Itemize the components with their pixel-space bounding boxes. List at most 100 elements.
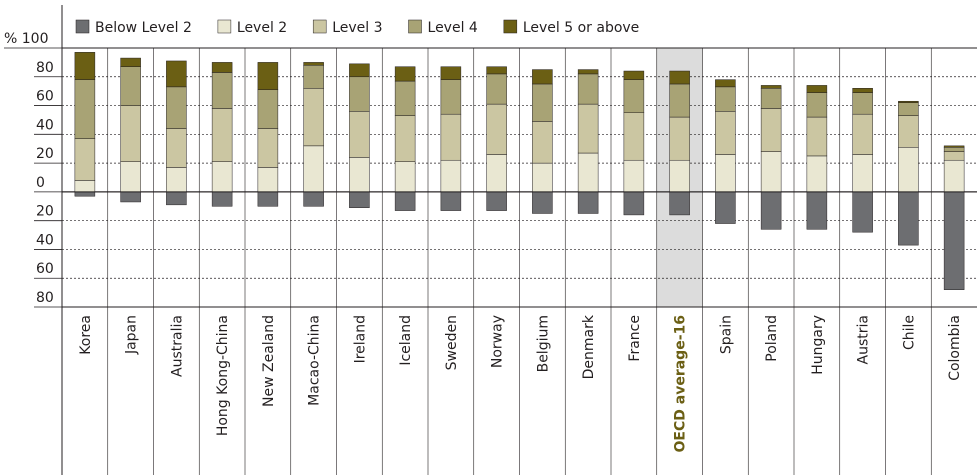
bar-segment	[669, 159, 690, 193]
bar-segment	[257, 128, 279, 168]
bar-segment	[120, 105, 141, 162]
bar-segment	[532, 83, 553, 122]
bar-segment	[303, 191, 324, 207]
bar-segment	[577, 69, 599, 75]
bar-segment	[486, 154, 507, 193]
bar-segment	[943, 159, 965, 193]
bar-segment	[577, 103, 599, 154]
bar-segment	[669, 70, 690, 85]
bar-segment	[577, 152, 599, 193]
x-tick-label: Hong Kong-China	[215, 315, 231, 436]
bar-segment	[898, 115, 919, 148]
x-tick-label: Australia	[169, 315, 185, 377]
bar-segment	[577, 73, 599, 105]
bar-segment	[852, 92, 873, 115]
bar-segment	[532, 162, 553, 193]
bar-segment	[440, 113, 462, 161]
bar-segment	[120, 66, 141, 106]
legend-label: Below Level 2	[95, 20, 192, 36]
bar-segment	[943, 191, 965, 290]
bar-segment	[669, 116, 690, 161]
bar-segment	[669, 83, 690, 118]
bar-segment	[486, 66, 507, 75]
bar-segment	[120, 57, 141, 67]
bar-segment	[74, 191, 96, 197]
bar-segment	[303, 62, 324, 66]
bar-segment	[806, 191, 828, 230]
bar-segment	[898, 147, 919, 193]
y-tick-label: 40	[36, 117, 54, 133]
bar-segment	[532, 69, 553, 85]
bar-segment	[303, 65, 324, 89]
x-tick-label: Norway	[490, 315, 506, 368]
bar-segment	[394, 80, 416, 116]
bar-segment	[486, 73, 507, 105]
y-tick-label: 60	[36, 261, 54, 277]
bar-segment	[74, 138, 96, 181]
legend-label: Level 4	[428, 20, 478, 36]
bar-segment	[211, 108, 233, 162]
bar-segment	[120, 191, 141, 203]
legend-label: Level 2	[237, 20, 287, 36]
bar-segment	[532, 191, 553, 214]
bar-segment	[806, 116, 828, 157]
x-tick-label: Japan	[124, 315, 140, 355]
x-tick-label: Hungary	[810, 315, 826, 375]
y-tick-label: 20	[36, 204, 54, 220]
legend-swatch	[408, 19, 422, 34]
x-tick-label: Poland	[764, 315, 780, 362]
bar-segment	[806, 85, 828, 93]
bar-segment	[715, 111, 736, 155]
bar-segment	[166, 86, 187, 129]
bar-segment	[852, 154, 873, 193]
y-tick-label: 80	[36, 290, 54, 306]
bar-segment	[623, 79, 645, 113]
x-tick-label: New Zealand	[261, 315, 277, 407]
bar-segment	[806, 92, 828, 118]
bar-segment	[898, 191, 919, 246]
bar-segment	[303, 88, 324, 147]
bar-segment	[943, 145, 965, 148]
bar-segment	[303, 145, 324, 193]
legend-swatch	[75, 19, 90, 34]
bar-segment	[943, 151, 965, 161]
x-tick-label: Korea	[78, 315, 94, 355]
bar-segment	[394, 66, 416, 82]
y-tick-label: 80	[36, 60, 54, 76]
x-tick-label: Ireland	[352, 315, 368, 363]
bar-segment	[394, 115, 416, 162]
bar-segment	[852, 113, 873, 155]
bar-segment	[257, 89, 279, 129]
bar-segment	[486, 191, 507, 211]
bar-segment	[211, 62, 233, 73]
bar-segment	[715, 154, 736, 193]
bar-segment	[806, 155, 828, 193]
bar-segment	[669, 191, 690, 216]
y-tick-label: 0	[36, 175, 45, 191]
x-tick-label: Iceland	[398, 315, 414, 366]
x-tick-label: Denmark	[581, 314, 597, 379]
bar-segment	[715, 191, 736, 224]
bar-segment	[623, 112, 645, 161]
bar-segment	[257, 62, 279, 90]
bar-segment	[440, 191, 462, 211]
bar-segment	[394, 191, 416, 211]
legend-swatch	[312, 19, 327, 34]
legend-swatch	[217, 19, 232, 34]
bar-segment	[349, 63, 370, 78]
bar-segment	[211, 161, 233, 193]
bar-segment	[349, 111, 370, 158]
bar-segment	[532, 121, 553, 164]
bar-segment	[74, 79, 96, 139]
bar-segment	[211, 191, 233, 207]
bar-segment	[898, 100, 919, 103]
bar-segment	[74, 52, 96, 80]
x-tick-label: Spain	[718, 315, 734, 354]
bar-segment	[394, 161, 416, 193]
bar-segment	[623, 159, 645, 193]
bar-segment	[166, 191, 187, 206]
bar-segment	[440, 159, 462, 193]
bar-segment	[166, 60, 187, 88]
bar-segment	[715, 86, 736, 112]
